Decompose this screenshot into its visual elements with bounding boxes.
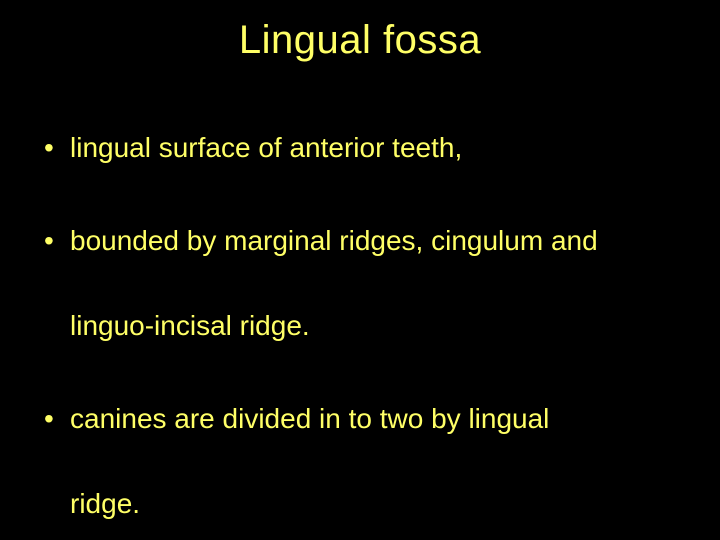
bullet-item: canines are divided in to two by lingual… bbox=[40, 401, 680, 521]
bullet-text: lingual surface of anterior teeth, bbox=[70, 132, 462, 163]
bullet-list: lingual surface of anterior teeth, bound… bbox=[40, 130, 680, 521]
slide-content: lingual surface of anterior teeth, bound… bbox=[40, 130, 680, 540]
bullet-text-line2: linguo-incisal ridge. bbox=[70, 308, 680, 343]
bullet-item: lingual surface of anterior teeth, bbox=[40, 130, 680, 165]
slide: Lingual fossa Lingual fossa lingual surf… bbox=[0, 0, 720, 540]
bullet-text-line2: ridge. bbox=[70, 486, 680, 521]
bullet-text-line1: canines are divided in to two by lingual bbox=[70, 403, 549, 434]
bullet-text-line1: bounded by marginal ridges, cingulum and bbox=[70, 225, 598, 256]
bullet-item: bounded by marginal ridges, cingulum and… bbox=[40, 223, 680, 343]
title-text: Lingual fossa bbox=[0, 18, 720, 63]
